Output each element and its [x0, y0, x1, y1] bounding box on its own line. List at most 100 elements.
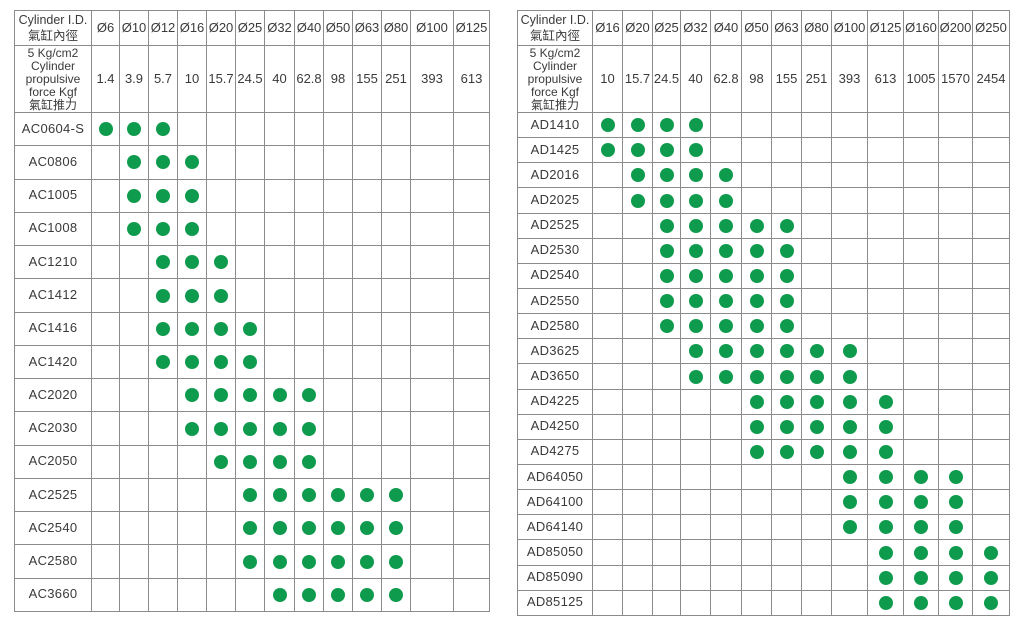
cylinder-id-label-en: Cylinder I.D.	[18, 13, 88, 27]
availability-cell	[264, 111, 295, 147]
availability-cell	[91, 411, 120, 446]
availability-cell	[148, 178, 178, 213]
availability-cell	[801, 212, 832, 239]
availability-cell	[831, 137, 868, 164]
availability-cell	[592, 338, 623, 365]
availability-cell	[294, 378, 324, 413]
availability-cell	[148, 378, 178, 413]
availability-cell	[710, 212, 742, 239]
availability-cell	[831, 363, 868, 390]
availability-cell	[264, 477, 295, 513]
availability-dot	[659, 118, 674, 133]
availability-cell	[622, 187, 653, 214]
availability-cell	[381, 511, 411, 546]
availability-cell	[903, 162, 939, 189]
availability-cell	[352, 245, 382, 280]
availability-cell	[680, 363, 711, 390]
availability-cell	[801, 237, 832, 264]
availability-cell	[352, 477, 382, 513]
availability-cell	[680, 564, 711, 591]
availability-cell	[938, 564, 973, 591]
availability-dot	[842, 394, 857, 409]
availability-cell	[119, 311, 149, 346]
model-row: AC2020	[14, 378, 490, 413]
force-value: 613	[453, 45, 490, 113]
availability-dot	[878, 545, 893, 560]
availability-dot	[719, 168, 733, 183]
force-value: 613	[867, 45, 904, 113]
force-header-line: Cylinder	[30, 58, 75, 73]
availability-cell	[323, 211, 353, 247]
availability-cell	[177, 278, 207, 313]
availability-cell	[680, 212, 711, 239]
availability-cell	[771, 212, 802, 239]
availability-cell	[592, 111, 623, 139]
availability-cell	[453, 378, 490, 413]
availability-cell	[119, 245, 149, 280]
force-header-line: 氣缸推力	[28, 97, 77, 112]
availability-cell	[831, 338, 868, 365]
availability-dot	[360, 488, 374, 503]
availability-cell	[771, 237, 802, 264]
availability-cell	[622, 338, 653, 365]
availability-cell	[148, 211, 178, 247]
model-label: AD64140	[517, 514, 593, 541]
availability-cell	[592, 162, 623, 189]
availability-cell	[410, 111, 454, 147]
availability-dot	[749, 394, 764, 409]
availability-dot	[214, 355, 228, 370]
availability-cell	[680, 237, 711, 264]
force-value: 98	[323, 45, 353, 113]
model-label: AD4225	[517, 388, 593, 415]
model-label: AC1412	[14, 278, 92, 313]
availability-cell	[410, 411, 454, 446]
availability-dot	[914, 570, 928, 585]
availability-dot	[809, 369, 824, 384]
availability-cell	[119, 444, 149, 479]
model-label: AC1420	[14, 344, 92, 380]
model-row: AD64100	[517, 489, 1010, 516]
model-label: AC2050	[14, 444, 92, 479]
availability-cell	[453, 111, 490, 147]
availability-cell	[148, 311, 178, 346]
availability-cell	[903, 463, 939, 491]
availability-cell	[867, 388, 904, 415]
availability-dot	[214, 288, 228, 303]
availability-dot	[688, 319, 703, 334]
force-value: 62.8	[294, 45, 324, 113]
availability-cell	[652, 262, 681, 289]
availability-cell	[972, 539, 1010, 566]
availability-dot	[878, 470, 893, 485]
availability-cell	[938, 287, 973, 315]
availability-cell	[592, 388, 623, 415]
diameter-header: Ø50	[323, 10, 353, 46]
availability-dot	[719, 344, 733, 359]
availability-dot	[127, 122, 141, 137]
diameter-header: Ø10	[119, 10, 149, 46]
availability-cell	[91, 378, 120, 413]
availability-cell	[592, 237, 623, 264]
model-row: AD3650	[517, 363, 1010, 390]
availability-cell	[206, 311, 236, 346]
availability-cell	[235, 278, 265, 313]
model-row: AD64050	[517, 463, 1010, 491]
availability-cell	[938, 187, 973, 214]
availability-cell	[91, 145, 120, 180]
availability-cell	[177, 477, 207, 513]
availability-cell	[831, 187, 868, 214]
force-value: 1.4	[91, 45, 120, 113]
availability-cell	[91, 511, 120, 546]
availability-cell	[938, 413, 973, 440]
diameter-header: Ø125	[453, 10, 490, 46]
availability-cell	[652, 514, 681, 541]
availability-cell	[867, 514, 904, 541]
availability-cell	[235, 344, 265, 380]
availability-cell	[294, 477, 324, 513]
model-row: AD2530	[517, 237, 1010, 264]
availability-cell	[294, 577, 324, 613]
availability-dot	[719, 218, 733, 233]
availability-dot	[948, 545, 963, 560]
availability-cell	[235, 145, 265, 180]
availability-cell	[710, 237, 742, 264]
diameter-header: Ø80	[381, 10, 411, 46]
